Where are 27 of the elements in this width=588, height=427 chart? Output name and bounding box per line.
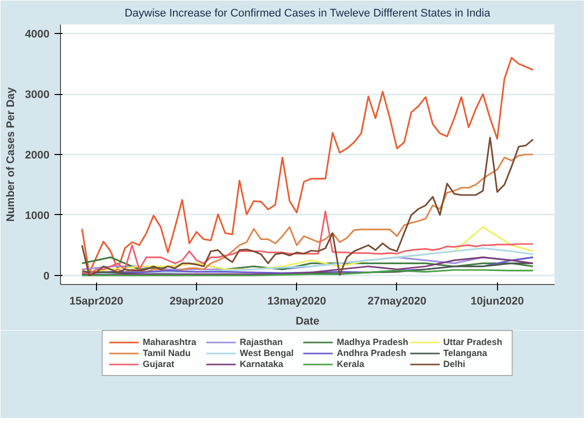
x-tick-label: 29apr2020	[170, 296, 224, 308]
x-tick-label: 27may2020	[368, 296, 426, 308]
y-tick-label: 3000	[25, 89, 50, 102]
legend-label: Gujarat	[142, 359, 176, 369]
legend-label: Tamil Nadu	[142, 348, 192, 358]
y-tick-label: 1000	[25, 210, 50, 222]
legend-label: Kerala	[336, 359, 366, 369]
y-tick-label: 2000	[25, 150, 50, 162]
y-axis-title: Number of Cases Per Day	[5, 86, 18, 222]
x-axis-title: Date	[296, 316, 320, 328]
line-series	[81, 210, 534, 276]
legend-label: Maharashtra	[142, 337, 198, 347]
line-series	[81, 56, 534, 274]
legend-label: Karnataka	[240, 359, 284, 369]
x-tick-label: 13may2020	[267, 296, 326, 308]
legend-label: Madhya Pradesh	[336, 337, 408, 347]
legend-label: Delhi	[443, 359, 466, 369]
legend-label: Andhra Pradesh	[336, 348, 406, 358]
x-tick-label: 10jun2020	[470, 296, 524, 308]
y-tick-label: 0	[43, 270, 50, 282]
legend-label: West Bengal	[240, 348, 295, 358]
x-tick-label: 15apr2020	[69, 296, 124, 308]
legend-label: Uttar Pradesh	[443, 337, 504, 347]
legend-label: Telangana	[443, 348, 488, 358]
y-tick-label: 4000	[25, 28, 50, 41]
chart-title: Daywise Increase for Confirmed Cases in Tweleve Diffferent States in India	[124, 8, 492, 20]
legend-label: Rajasthan	[240, 337, 284, 347]
